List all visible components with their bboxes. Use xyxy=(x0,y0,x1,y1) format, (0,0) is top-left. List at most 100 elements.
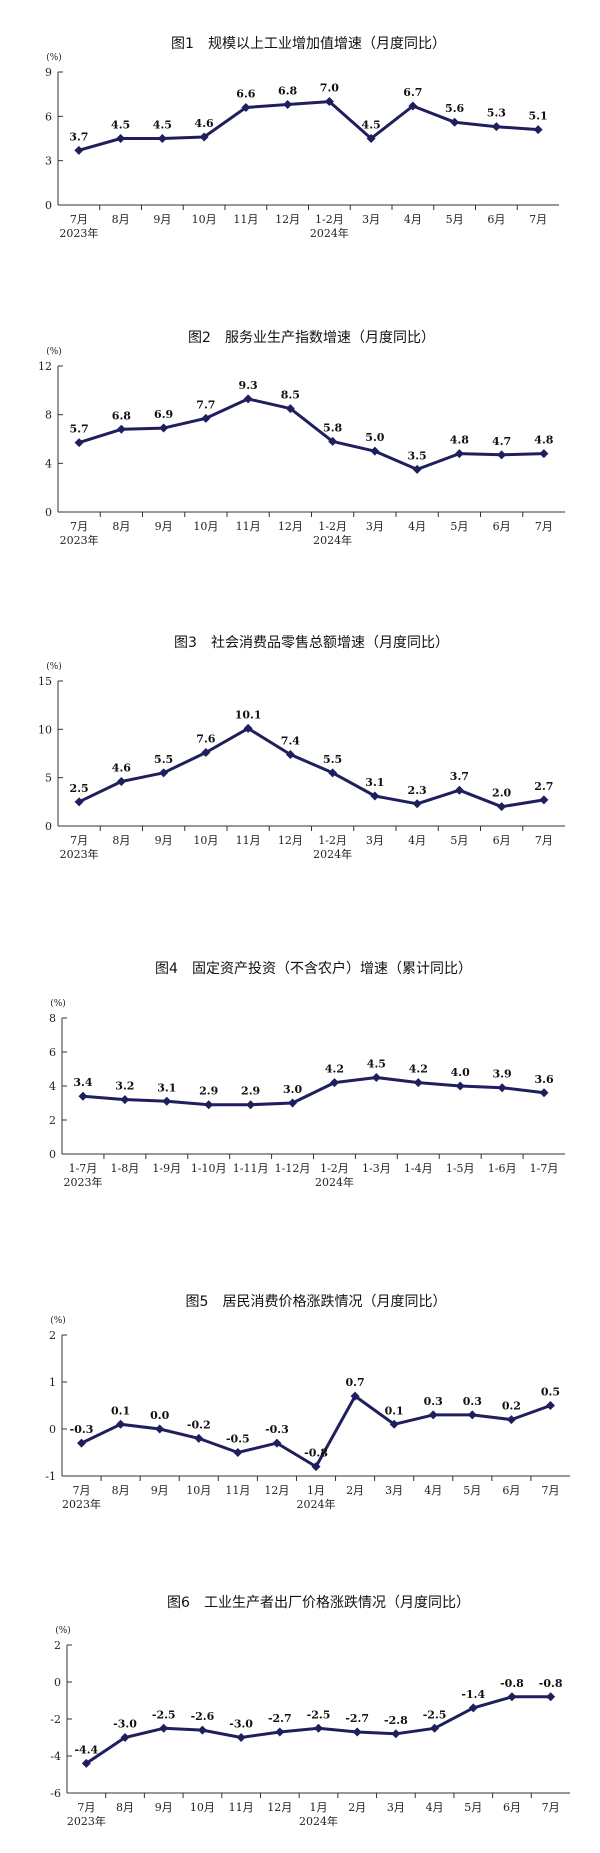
chart-4-year-label: 2023年 xyxy=(63,1175,102,1189)
chart-2-unit: (%) xyxy=(46,346,62,357)
chart-4-data-point xyxy=(413,1078,423,1088)
chart-4-x-tick-label: 1-10月 xyxy=(191,1162,227,1175)
chart-2-x-tick-label: 3月 xyxy=(366,520,384,533)
chart-3-x-tick-label: 10月 xyxy=(193,834,218,847)
chart-3-data-label: 3.7 xyxy=(450,770,469,783)
chart-5-data-point xyxy=(272,1438,282,1448)
chart-6-x-tick-label: 10月 xyxy=(190,1801,215,1814)
chart-2-data-label: 4.8 xyxy=(534,434,553,447)
chart-3-x-tick-label: 11月 xyxy=(236,834,261,847)
chart-6-data-label: -2.5 xyxy=(152,1708,176,1721)
chart-1-data-point xyxy=(324,97,334,107)
chart-6-data-point xyxy=(507,1692,517,1702)
chart-3-year-label: 2023年 xyxy=(60,847,99,861)
chart-2-data-point xyxy=(412,464,422,474)
chart-4-x-tick-label: 1-9月 xyxy=(152,1162,181,1175)
chart-4-data-point xyxy=(371,1073,381,1082)
chart-5-x-tick-label: 2月 xyxy=(346,1484,364,1497)
chart-6-data-label: -4.4 xyxy=(74,1743,98,1756)
chart-1-data-label: 4.5 xyxy=(362,119,381,132)
chart-3-data-point xyxy=(454,785,464,795)
chart-2-x-tick-label: 6月 xyxy=(493,520,511,533)
chart-3-data-label: 7.6 xyxy=(196,733,215,746)
chart-4-data-label: 3.9 xyxy=(493,1068,512,1081)
chart-1-year-label: 2023年 xyxy=(59,226,98,240)
chart-4-unit: (%) xyxy=(50,998,66,1009)
chart-4-data-point xyxy=(120,1095,130,1105)
chart-6-data-label: -2.7 xyxy=(345,1712,369,1725)
chart-5-data-label: -0.8 xyxy=(304,1447,328,1460)
chart-6-data-point xyxy=(430,1723,440,1733)
chart-1-data-point xyxy=(283,100,293,110)
chart-6-data-label: -3.0 xyxy=(229,1718,253,1731)
chart-2-x-tick-label: 10月 xyxy=(193,520,218,533)
chart-1-data-point xyxy=(366,134,376,143)
chart-3-x-tick-label: 4月 xyxy=(408,834,426,847)
chart-5-year-label: 2024年 xyxy=(297,1497,336,1511)
chart-4-x-tick-label: 1-12月 xyxy=(275,1162,311,1175)
chart-3-y-tick-label: 15 xyxy=(38,675,52,688)
chart-5-data-label: 0.2 xyxy=(502,1400,521,1413)
chart-6-title: 图6 工业生产者出厂价格涨跌情况（月度同比） xyxy=(167,1595,470,1611)
chart-2-y-tick-label: 12 xyxy=(38,360,52,373)
chart-1-y-tick-label: 3 xyxy=(45,155,52,168)
chart-1-x-tick-label: 3月 xyxy=(362,213,380,226)
chart-3-data-point xyxy=(159,768,169,778)
chart-2-data-point xyxy=(243,394,253,404)
chart-1-data-label: 6.8 xyxy=(278,85,297,98)
chart-5-data-label: 0.1 xyxy=(111,1404,130,1417)
chart-4-data-label: 4.5 xyxy=(367,1058,386,1071)
chart-4-data-point xyxy=(162,1096,172,1106)
chart-1-data-point xyxy=(116,134,126,143)
chart-1-data-point xyxy=(491,122,501,132)
chart-3-x-tick-label: 12月 xyxy=(278,834,303,847)
chart-2-data-label: 5.0 xyxy=(365,431,384,444)
chart-1-data-label: 6.7 xyxy=(403,86,422,99)
chart-4-data-point xyxy=(78,1091,88,1101)
chart-5-data-label: 0.1 xyxy=(385,1404,404,1417)
chart-4-data-label: 4.0 xyxy=(451,1066,470,1079)
chart-1-series-line xyxy=(78,100,539,152)
chart-1-y-tick-label: 6 xyxy=(45,110,52,123)
chart-3-data-label: 10.1 xyxy=(235,708,262,721)
chart-5-x-tick-label: 6月 xyxy=(502,1484,520,1497)
chart-3-x-tick-label: 3月 xyxy=(366,834,384,847)
chart-5-x-tick-label: 1月 xyxy=(307,1484,325,1497)
chart-6-year-label: 2023年 xyxy=(67,1814,106,1828)
chart-5-year-label: 2023年 xyxy=(62,1497,101,1511)
chart-3-data-label: 7.4 xyxy=(281,734,300,747)
chart-5-x-tick-label: 7月 xyxy=(73,1484,91,1497)
chart-3-data-point xyxy=(412,799,422,809)
chart-5-data-label: -0.2 xyxy=(187,1418,211,1431)
chart-3-x-tick-label: 9月 xyxy=(155,834,173,847)
chart-4-x-tick-label: 1-6月 xyxy=(488,1162,517,1175)
chart-4-y-tick-label: 4 xyxy=(49,1080,56,1093)
chart-1-data-point xyxy=(241,102,251,112)
chart-2-data-label: 9.3 xyxy=(239,379,258,392)
chart-5-x-tick-label: 3月 xyxy=(385,1484,403,1497)
chart-1-data-point xyxy=(408,101,418,111)
chart-3-y-tick-label: 0 xyxy=(45,820,52,833)
chart-4-data-label: 3.1 xyxy=(157,1081,176,1094)
chart-4-y-tick-label: 0 xyxy=(49,1148,56,1161)
chart-4-data-point xyxy=(288,1098,298,1108)
chart-2-y-tick-label: 0 xyxy=(45,506,52,519)
chart-1-data-point xyxy=(533,125,543,135)
chart-6-x-tick-label: 5月 xyxy=(464,1801,482,1814)
chart-6-data-label: -2.5 xyxy=(423,1708,447,1721)
chart-5-data-point xyxy=(311,1462,321,1472)
chart-3-x-tick-label: 6月 xyxy=(493,834,511,847)
chart-1-data-label: 5.3 xyxy=(487,107,506,120)
chart-6-y-tick-label: 2 xyxy=(54,1639,61,1652)
chart-2-x-tick-label: 1-2月 xyxy=(318,520,347,533)
chart-2-data-label: 8.5 xyxy=(281,389,300,402)
chart-2-y-tick-label: 4 xyxy=(45,457,52,470)
chart-5-data-point xyxy=(155,1424,165,1434)
chart-4-data-point xyxy=(329,1078,339,1088)
chart-6-data-point xyxy=(159,1723,169,1733)
chart-4-data-point xyxy=(204,1100,214,1110)
chart-6-data-point xyxy=(275,1727,285,1737)
chart-5-data-point xyxy=(77,1438,87,1448)
chart-5-x-tick-label: 12月 xyxy=(264,1484,289,1497)
chart-4-x-tick-label: 1-2月 xyxy=(320,1162,349,1175)
